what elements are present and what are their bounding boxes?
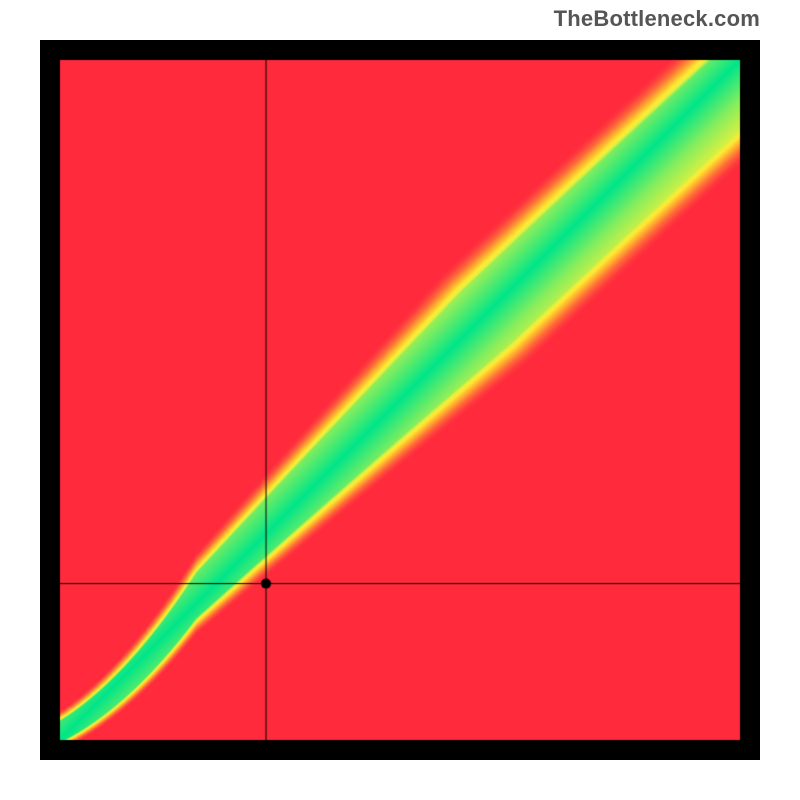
watermark-text: TheBottleneck.com: [554, 6, 760, 32]
image-root: TheBottleneck.com: [0, 0, 800, 800]
plot-frame: [40, 40, 760, 760]
heatmap-canvas: [40, 40, 760, 760]
